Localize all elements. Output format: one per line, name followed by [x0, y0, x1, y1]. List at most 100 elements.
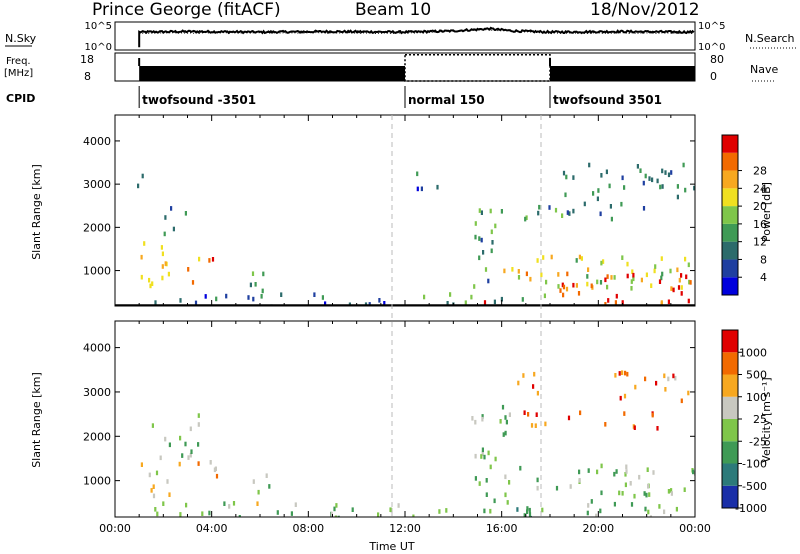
powCells-cell [542, 255, 545, 260]
powCells-cell [604, 277, 607, 283]
velCells-cell [445, 508, 448, 513]
powCells-cell [194, 300, 198, 306]
powCells-cell [148, 277, 151, 283]
powCells-cell [610, 275, 613, 280]
noise-right-label: N.Search [745, 32, 795, 45]
noise-ytick-top: 10^5 [85, 21, 112, 32]
powCells-cell [676, 194, 679, 200]
powCells-cell [473, 284, 476, 289]
powCells-cell [639, 168, 642, 173]
powCbar-swatch-6 [722, 170, 738, 189]
noise-sky-line [138, 26, 695, 48]
xtick-1: 04:00 [196, 522, 228, 535]
freq-ytick-bottom: 8 [84, 70, 91, 83]
powCells-cell [661, 168, 664, 174]
powCells-cell [640, 277, 643, 283]
powCells-cell [254, 282, 257, 287]
velCells-cell [481, 447, 484, 453]
powCells-cell [606, 274, 609, 279]
velCells-cell [168, 442, 171, 448]
velCells-cell [256, 501, 259, 506]
powCells-cell [490, 248, 493, 254]
velCells-cell [536, 485, 539, 491]
velCells-cell [648, 492, 651, 497]
powCells-cell [163, 231, 166, 237]
velCells-cell [155, 470, 159, 476]
powCbar-swatch-0 [722, 277, 738, 295]
powCells-cell [161, 264, 164, 269]
velCbar-swatch-0 [722, 485, 738, 508]
velCells-cell [569, 484, 572, 489]
velCells-cell [621, 370, 624, 375]
velCells-cell [643, 491, 646, 496]
powCells-cell [554, 207, 558, 213]
velCells-cell [630, 502, 634, 507]
powCells-cell [179, 298, 182, 303]
powCells-cell [561, 282, 564, 288]
powCells-cell [626, 273, 629, 279]
velCells-cell [651, 412, 654, 418]
powCells-cell [161, 275, 164, 281]
velCells-cell [535, 412, 538, 417]
powCells-cell [478, 236, 481, 241]
velCells-cell [600, 490, 603, 496]
powCells-cell [659, 184, 662, 190]
powCells-cell [565, 286, 569, 292]
velCells-cell [252, 479, 255, 484]
velCells-cell [638, 474, 641, 480]
powCells-cell [676, 184, 679, 189]
velCells-cell [536, 390, 539, 396]
velCells-cell [634, 384, 637, 390]
velCells-cell [197, 442, 200, 447]
velCells-cell [683, 487, 686, 492]
powCells-cell [261, 288, 264, 294]
velCells-cell [670, 488, 673, 493]
velCells-cell [377, 512, 380, 517]
velCells-cell [187, 455, 190, 460]
velCells-cell [599, 508, 602, 514]
powCells-cell [550, 254, 553, 260]
freq-unit: [MHz] [4, 68, 33, 79]
velCells-cell [159, 455, 162, 461]
powCells-cell [538, 204, 541, 210]
velCells-cell [474, 476, 477, 481]
power-ytick-2000: 2000 [83, 221, 111, 234]
velCells-cell [530, 423, 534, 428]
velCells-cell [533, 371, 536, 377]
velCells-cell [528, 512, 532, 517]
xtick-4: 16:00 [486, 522, 518, 535]
velCells-cell [505, 419, 508, 425]
velCells-cell [578, 478, 581, 483]
powCells-cell [613, 275, 616, 280]
velCells-cell [625, 464, 628, 470]
powCells-cell [575, 283, 578, 288]
velocity-ylabel: Slant Range [km] [30, 372, 43, 468]
power-ytick-3000: 3000 [83, 178, 111, 191]
velCells-cell [502, 432, 505, 437]
powCells-cell [614, 300, 617, 305]
powCells-cell [596, 196, 599, 202]
powCells-cell [580, 256, 583, 261]
powCells-cell [500, 209, 503, 214]
powCells-cell [586, 274, 589, 279]
powCells-cell [160, 245, 163, 250]
powCells-cell [562, 292, 565, 298]
powCells-cell [577, 291, 581, 296]
powCells-cell [517, 269, 520, 274]
velCells-cell [148, 472, 151, 478]
noise-panel: N.Sky 10^5 10^0 10^5 10^0 N.Search [5, 21, 796, 53]
powCells-cell [383, 301, 386, 306]
velCells-cell [481, 414, 484, 419]
powCells-cell [680, 273, 683, 278]
powCells-cell [161, 251, 164, 257]
powCells-cell [615, 293, 618, 299]
velCells-cell [232, 501, 236, 506]
velCells-cell [658, 504, 661, 509]
velCells-cell [674, 375, 677, 381]
xtick-0: 00:00 [99, 522, 131, 535]
cpid-segment-2: twofsound 3501 [553, 93, 662, 107]
powCells-cell [685, 274, 688, 280]
powCells-cell [211, 257, 215, 262]
velCbar-swatch-2 [722, 441, 738, 464]
powCells-cell [642, 180, 645, 186]
